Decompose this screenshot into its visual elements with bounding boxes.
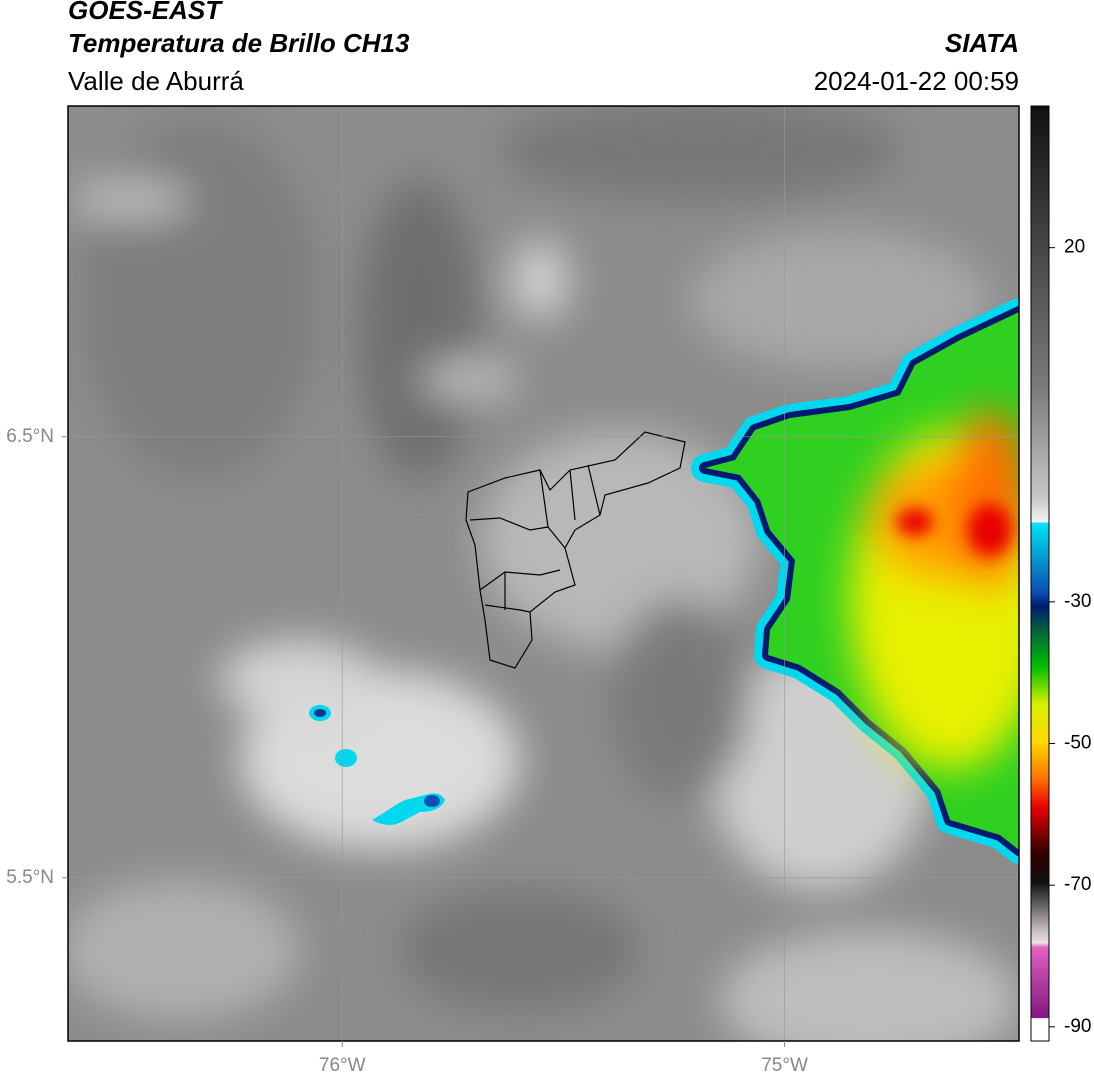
municipal-boundaries: [465, 431, 686, 669]
datetime: 2024-01-22 00:59: [814, 66, 1019, 96]
colorbar: [1030, 105, 1050, 1042]
x-tick-label: 75°W: [761, 1055, 808, 1076]
y-tick-label: 5.5°N: [6, 867, 54, 888]
x-tick-label: 76°W: [319, 1055, 366, 1076]
colorbar-tick-label: 20: [1064, 237, 1085, 258]
map-frame: [67, 105, 1020, 1042]
cold-cells: [309, 705, 445, 825]
y-tick-label: 6.5°N: [6, 426, 54, 447]
source: SIATA: [945, 28, 1019, 58]
region: Valle de Aburrá: [68, 66, 244, 96]
subtitle: Temperatura de Brillo CH13: [68, 28, 410, 58]
title: GOES-EAST: [68, 0, 223, 25]
colorbar-tick-label: -70: [1064, 874, 1091, 895]
colorbar-tick-label: -50: [1064, 733, 1091, 754]
colorbar-tick-label: -90: [1064, 1016, 1091, 1037]
graticule: [68, 106, 1019, 1041]
satellite-image: [68, 106, 1019, 1041]
colorbar-tick-label: -30: [1064, 591, 1091, 612]
